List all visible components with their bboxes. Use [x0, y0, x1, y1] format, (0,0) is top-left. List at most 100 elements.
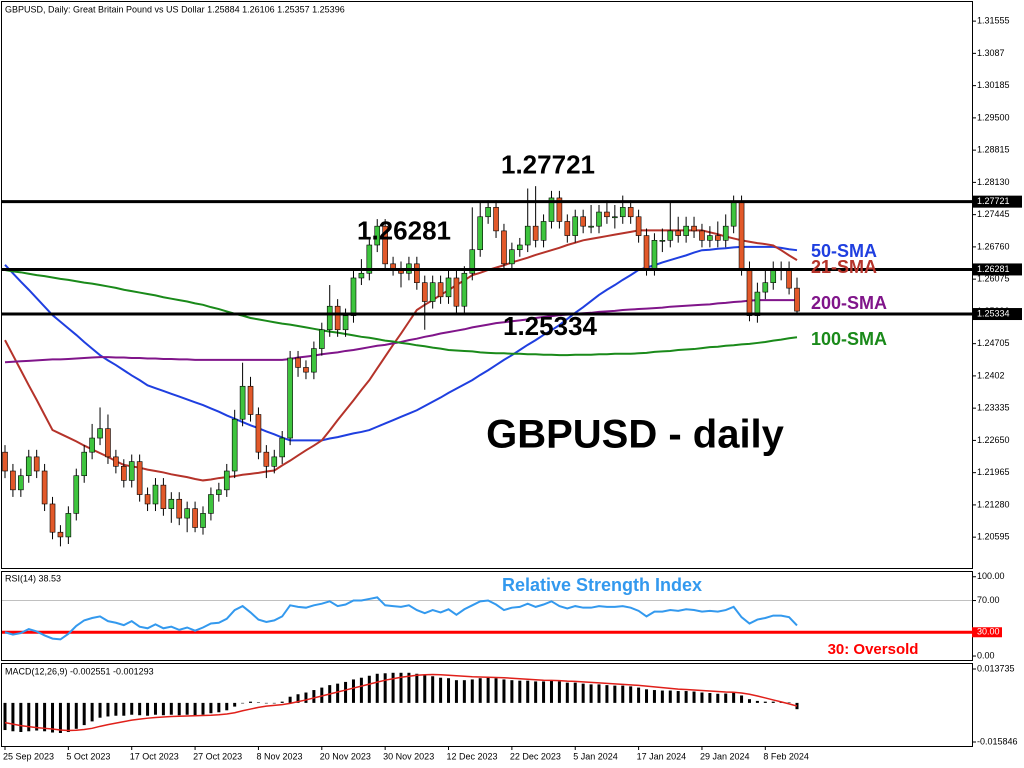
candle-body	[271, 456, 278, 467]
candle-body	[152, 484, 159, 505]
candle-body	[612, 216, 618, 219]
candle-body	[572, 216, 579, 236]
candle-body	[619, 207, 626, 218]
sma-line	[4, 245, 798, 442]
y-tick-label: 30.00	[977, 627, 1000, 637]
candle-body	[604, 211, 610, 218]
x-tick-label: 5 Oct 2023	[66, 751, 110, 761]
candle-body	[33, 456, 40, 472]
macd-bar	[740, 695, 744, 703]
macd-bar	[217, 702, 221, 713]
candle-body	[707, 235, 713, 241]
macd-bar	[249, 701, 253, 703]
macd-bar	[502, 679, 506, 703]
candle-body	[25, 456, 32, 477]
sma-label: 100-SMA	[811, 329, 887, 349]
macd-bar	[510, 680, 514, 703]
candle-body	[192, 508, 198, 528]
candle-body	[73, 475, 80, 514]
macd-bar	[233, 702, 237, 707]
macd-bar	[35, 702, 39, 731]
macd-title: MACD(12,26,9) -0.002551 -0.001293	[5, 666, 154, 676]
macd-bar	[351, 679, 355, 703]
macd-bar	[209, 702, 213, 714]
candle-body	[89, 437, 95, 453]
level-annotation: 1.27721	[501, 150, 595, 180]
candle-body	[477, 216, 484, 251]
candle-body	[437, 282, 444, 298]
oversold-tick-box	[972, 627, 1002, 638]
macd-bar	[415, 673, 419, 703]
chart-title: GBPUSD, Daily: Great Britain Pound vs US…	[5, 4, 345, 14]
x-tick-label: 30 Nov 2023	[383, 751, 434, 761]
macd-bar	[732, 692, 736, 703]
macd-bar	[399, 672, 403, 703]
macd-bar	[763, 701, 767, 703]
macd-bar	[391, 672, 395, 703]
candle-body	[176, 498, 183, 519]
macd-bar	[256, 702, 260, 703]
oversold-label: 30: Oversold	[828, 641, 919, 658]
macd-bar	[668, 690, 672, 703]
macd-bar	[3, 702, 7, 731]
y-tick-label: 1.27445	[977, 209, 1010, 219]
candle-body	[208, 494, 214, 514]
y-tick-label: 1.30185	[977, 80, 1010, 90]
level-price-box	[972, 308, 1022, 321]
macd-bar	[27, 702, 31, 732]
macd-bar	[51, 702, 55, 733]
candle-body	[714, 235, 721, 241]
macd-bar	[146, 702, 150, 716]
candle-body	[41, 470, 48, 505]
candle-body	[113, 456, 119, 467]
macd-bar	[700, 692, 704, 703]
macd-bar	[637, 687, 641, 703]
macd-bar	[716, 693, 720, 703]
candle-body	[366, 244, 373, 274]
candle-body	[65, 513, 72, 538]
sma-label: 21-SMA	[811, 257, 877, 277]
macd-bar	[660, 690, 664, 703]
macd-bar	[122, 702, 126, 716]
macd-bar	[114, 702, 118, 716]
macd-bar	[708, 693, 712, 703]
candle-body	[746, 268, 753, 316]
candle-body	[509, 249, 515, 265]
candle-body	[469, 249, 476, 274]
macd-bar	[90, 702, 94, 722]
rsi-line	[4, 596, 798, 641]
candle-body	[263, 451, 270, 467]
macd-bar	[462, 680, 466, 703]
macd-bar	[486, 677, 490, 703]
overlay-title: GBPUSD - daily	[486, 413, 785, 457]
rsi-panel-frame	[1, 571, 973, 661]
x-tick-label: 17 Jan 2024	[637, 751, 687, 761]
macd-bar	[280, 701, 284, 703]
candle-body	[627, 207, 634, 218]
candle-body	[318, 329, 325, 349]
candle-body	[374, 225, 381, 246]
y-tick-label: 1.2402	[977, 370, 1005, 380]
candle-body	[350, 277, 357, 316]
macd-bar	[185, 702, 189, 715]
macd-bar	[573, 682, 577, 703]
macd-bar	[652, 690, 656, 703]
candle-body	[445, 277, 452, 298]
macd-bar	[645, 689, 649, 703]
candle-body	[121, 465, 127, 481]
candle-body	[540, 221, 547, 241]
macd-bar	[241, 702, 245, 704]
candle-body	[18, 475, 24, 491]
candle-body	[635, 216, 642, 236]
candle-body	[730, 202, 737, 227]
macd-bar	[747, 699, 751, 703]
macd-bar	[755, 700, 759, 703]
candle-body	[461, 272, 468, 307]
macd-bar	[296, 694, 300, 703]
candle-body	[421, 282, 428, 302]
sma-line	[4, 268, 798, 357]
macd-bar	[518, 680, 522, 703]
macd-bar	[597, 684, 601, 703]
candle-body	[200, 513, 206, 528]
